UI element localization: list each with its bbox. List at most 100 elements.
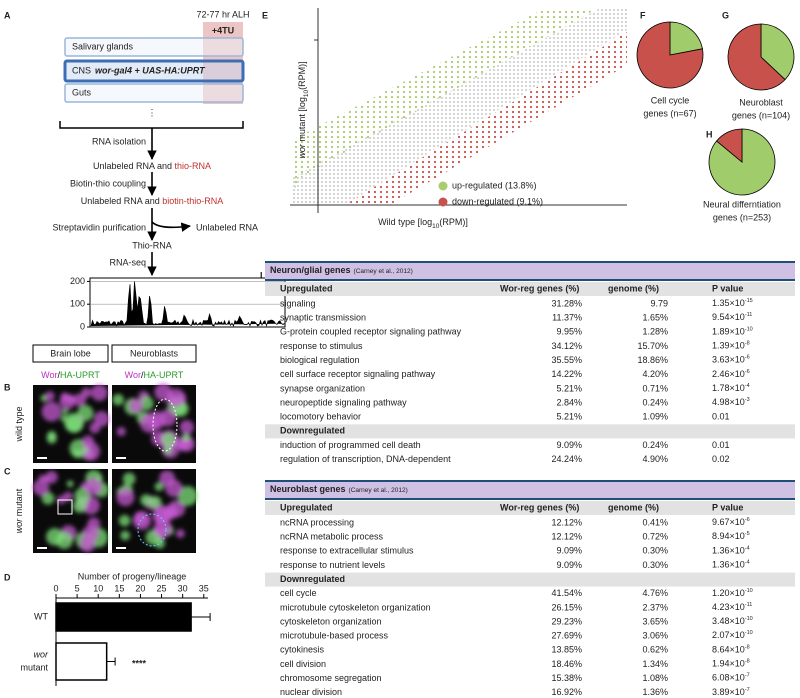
p-base: 8.64×10 [712, 645, 745, 655]
signal-blob [179, 420, 194, 435]
signal-blob [45, 528, 64, 546]
cell-p: 0.01 [712, 440, 730, 450]
cell-pct: 31.28% [551, 298, 582, 308]
text-part: thio-RNA [175, 161, 212, 171]
text-line: Wor/HA-UPRT [125, 370, 184, 380]
text-part: / [57, 370, 60, 380]
signal-blob [161, 432, 176, 447]
table-title-band [265, 481, 795, 499]
signal-blob [62, 408, 69, 415]
cell-genome: 1.08% [642, 673, 668, 683]
text-part: HA-UPRT [60, 370, 100, 380]
column-header: Wor-reg genes (%) [500, 502, 579, 512]
cell-term: cell surface receptor signaling pathway [280, 369, 436, 379]
table-title: Neuron/glial genes (Carney et al., 2012) [270, 265, 413, 275]
column-header: Upregulated [280, 283, 333, 293]
pie-slice [716, 128, 743, 163]
cell-term: response to stimulus [280, 341, 363, 351]
pie-label: Neural differntiation [703, 199, 781, 209]
signal-blob [154, 482, 164, 492]
p-base: 8.94×10 [712, 532, 745, 542]
cell-p: 6.08×10-7 [712, 673, 750, 683]
p-base: 2.46×10 [712, 369, 745, 379]
column-header: Upregulated [280, 502, 333, 512]
p-exp: -11 [745, 313, 753, 319]
cell-pct: 9.09% [556, 440, 582, 450]
category-label: WT [34, 611, 48, 621]
column-header: genome (%) [608, 283, 659, 293]
x-tick-label: 15 [114, 583, 124, 593]
product-label: Thio-RNA [132, 240, 172, 250]
cell-p: 1.78×10-4 [712, 383, 750, 393]
tissue-label: Guts [72, 87, 92, 97]
text-line: Unlabeled RNA and biotin-thio-RNA [81, 196, 224, 206]
pie-slice [760, 23, 795, 81]
pie-slice [669, 21, 703, 56]
text-part: HA-UPRT [144, 370, 184, 380]
p-base: 1.94×10 [712, 659, 745, 669]
p-base: 4.98×10 [712, 397, 745, 407]
signal-blob [181, 432, 191, 442]
x-tick-label: 35 [199, 583, 209, 593]
signal-blob [153, 518, 173, 538]
cell-term: induction of programmed cell death [280, 440, 421, 450]
header-band [265, 282, 795, 296]
column-header: Wor-reg genes (%) [500, 283, 579, 293]
cell-term: cytokinesis [280, 645, 325, 655]
p-exp: -7 [745, 687, 750, 693]
step-label: RNA isolation [92, 136, 146, 146]
x-tick-label: 20 [135, 583, 145, 593]
cell-p: 0.02 [712, 454, 730, 464]
cell-pct: 9.09% [556, 546, 582, 556]
signal-blob [81, 447, 88, 454]
signal-blob [82, 525, 99, 542]
signal-blob [73, 393, 87, 407]
signal-blob [47, 430, 57, 441]
cell-genome: 2.37% [642, 602, 668, 612]
cell-genome: 1.09% [642, 412, 668, 422]
time-label: 72-77 hr ALH [196, 9, 249, 19]
cell-genome: 9.79 [650, 298, 668, 308]
signal-blob [177, 439, 189, 451]
cell-term: synapse organization [280, 383, 365, 393]
column-header: Neuroblasts [130, 348, 179, 358]
panel-label: G [722, 10, 729, 20]
p-exp: -10 [745, 631, 753, 637]
micrograph-signal [32, 469, 110, 553]
panel-label: H [706, 129, 713, 139]
tissue-box [63, 59, 245, 83]
cell-genome: 0.24% [642, 440, 668, 450]
panel-label: F [640, 10, 646, 20]
signal-blob [44, 391, 55, 402]
pie-label: genes (n=104) [732, 110, 790, 120]
cell-p: 1.20×10-10 [712, 588, 753, 598]
cell-genome: 3.06% [642, 631, 668, 641]
p-exp: -6 [745, 355, 750, 361]
signal-blob [112, 393, 124, 406]
text-part: wor [14, 518, 24, 534]
cell-genome: 3.65% [642, 616, 668, 626]
signal-blob [63, 491, 73, 502]
cell-pct: 9.95% [556, 327, 582, 337]
signal-blob [177, 485, 198, 506]
title-text: Neuroblast genes [270, 484, 346, 494]
cell-p: 2.07×10-10 [712, 631, 753, 641]
cell-term: biological regulation [280, 355, 360, 365]
p-base: 1.39×10 [712, 341, 745, 351]
column-header: Brain lobe [50, 348, 91, 358]
legend-swatch [438, 197, 448, 207]
cell-pct: 5.21% [556, 383, 582, 393]
cell-term: signaling [280, 298, 316, 308]
cell-term: chromosome segregation [280, 673, 382, 683]
p-exp: -5 [745, 532, 750, 538]
cell-term: microtubule-based process [280, 631, 389, 641]
signal-blob [66, 480, 74, 488]
cell-pct: 11.37% [552, 313, 582, 323]
cell-pct: 13.85% [551, 645, 582, 655]
section-label: Downregulated [280, 426, 345, 436]
micrograph-signal [40, 384, 110, 461]
cell-term: cell division [280, 659, 326, 669]
p-exp: -4 [745, 560, 750, 566]
text-line: Wild type [log10(RPM)] [378, 217, 468, 230]
